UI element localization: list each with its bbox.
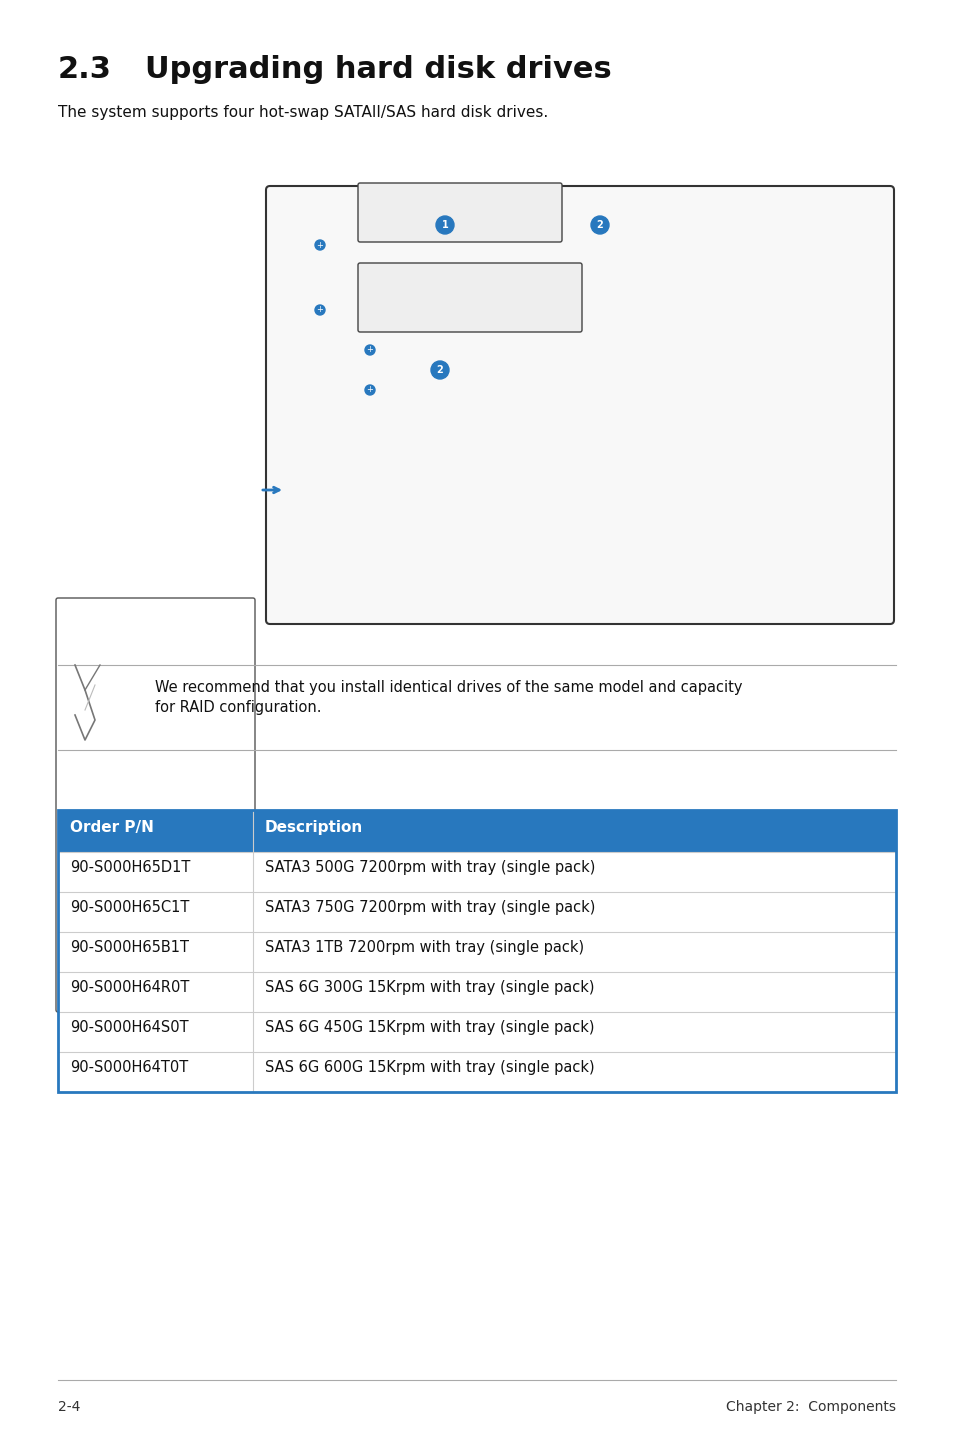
Bar xyxy=(58,1053,895,1091)
Text: for RAID configuration.: for RAID configuration. xyxy=(154,700,321,715)
Text: +: + xyxy=(366,385,373,394)
Text: SATA3 1TB 7200rpm with tray (single pack): SATA3 1TB 7200rpm with tray (single pack… xyxy=(265,940,583,955)
Text: SAS 6G 300G 15Krpm with tray (single pack): SAS 6G 300G 15Krpm with tray (single pac… xyxy=(265,981,594,995)
Text: 2: 2 xyxy=(596,220,602,230)
Text: 2: 2 xyxy=(436,365,443,375)
FancyBboxPatch shape xyxy=(357,263,581,332)
FancyBboxPatch shape xyxy=(357,183,561,242)
Text: +: + xyxy=(316,305,323,315)
Text: Order P/N: Order P/N xyxy=(70,820,153,835)
Bar xyxy=(58,851,895,892)
Text: 90-S000H64T0T: 90-S000H64T0T xyxy=(70,1060,188,1076)
Text: Chapter 2:  Components: Chapter 2: Components xyxy=(725,1401,895,1414)
Text: +: + xyxy=(316,240,323,250)
Circle shape xyxy=(590,216,608,234)
Bar xyxy=(58,892,895,932)
Text: 1: 1 xyxy=(441,220,448,230)
Text: The system supports four hot-swap SATAII/SAS hard disk drives.: The system supports four hot-swap SATAII… xyxy=(58,105,548,119)
Bar xyxy=(58,972,895,1012)
Bar xyxy=(58,932,895,972)
Circle shape xyxy=(365,345,375,355)
Text: 90-S000H65D1T: 90-S000H65D1T xyxy=(70,860,191,874)
Text: 90-S000H64R0T: 90-S000H64R0T xyxy=(70,981,190,995)
Text: 2-4: 2-4 xyxy=(58,1401,80,1414)
Text: We recommend that you install identical drives of the same model and capacity: We recommend that you install identical … xyxy=(154,680,741,695)
Text: 2.3: 2.3 xyxy=(58,55,112,83)
Text: 90-S000H65B1T: 90-S000H65B1T xyxy=(70,940,189,955)
Text: 90-S000H65C1T: 90-S000H65C1T xyxy=(70,900,190,915)
Text: SATA3 750G 7200rpm with tray (single pack): SATA3 750G 7200rpm with tray (single pac… xyxy=(265,900,595,915)
Circle shape xyxy=(314,305,325,315)
Circle shape xyxy=(436,216,454,234)
Text: Description: Description xyxy=(265,820,363,835)
Text: +: + xyxy=(366,345,373,355)
Circle shape xyxy=(431,361,449,380)
Text: SAS 6G 450G 15Krpm with tray (single pack): SAS 6G 450G 15Krpm with tray (single pac… xyxy=(265,1020,594,1035)
Circle shape xyxy=(314,240,325,250)
FancyBboxPatch shape xyxy=(56,598,254,1012)
Bar xyxy=(58,810,895,851)
Text: Upgrading hard disk drives: Upgrading hard disk drives xyxy=(145,55,611,83)
FancyBboxPatch shape xyxy=(266,186,893,624)
Text: 90-S000H64S0T: 90-S000H64S0T xyxy=(70,1020,189,1035)
Circle shape xyxy=(365,385,375,395)
Text: SAS 6G 600G 15Krpm with tray (single pack): SAS 6G 600G 15Krpm with tray (single pac… xyxy=(265,1060,594,1076)
Text: SATA3 500G 7200rpm with tray (single pack): SATA3 500G 7200rpm with tray (single pac… xyxy=(265,860,595,874)
Bar xyxy=(58,1012,895,1053)
